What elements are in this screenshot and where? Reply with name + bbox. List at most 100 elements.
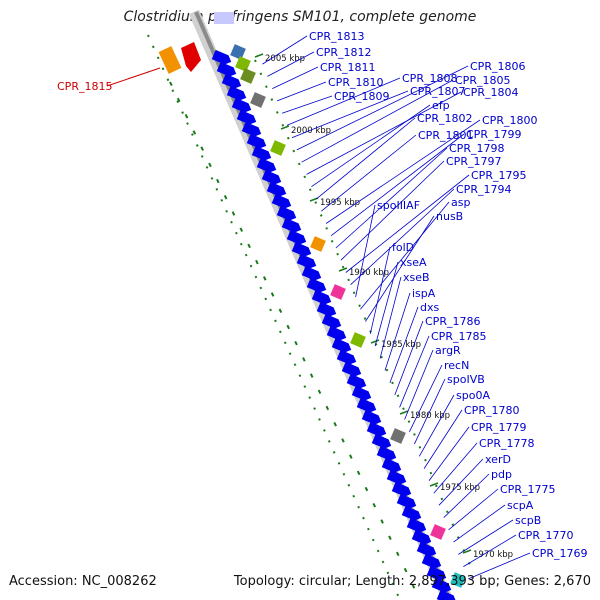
gene-feature: [426, 565, 447, 581]
gene-feature: [311, 289, 332, 305]
gene-label[interactable]: CPR_1769: [532, 547, 587, 560]
gene-label[interactable]: CPR_1800: [482, 114, 537, 127]
gene-feature: [421, 553, 442, 569]
gene-label[interactable]: spoIVB: [447, 373, 485, 386]
gene-label[interactable]: CPR_1801: [418, 129, 473, 142]
gene-feature: [236, 109, 257, 125]
gene-label[interactable]: CPR_1808: [402, 72, 457, 85]
gene-label[interactable]: argR: [435, 344, 461, 357]
gene-label[interactable]: CPR_1812: [316, 46, 371, 59]
gene-label[interactable]: CPR_1786: [425, 315, 480, 328]
gene-feature: [361, 409, 382, 425]
gene-feature: [266, 181, 287, 197]
gene-label[interactable]: CPR_1813: [309, 30, 364, 43]
gene-label[interactable]: CPR_1806: [470, 60, 525, 73]
kbp-tick: [462, 549, 472, 554]
gene-label[interactable]: CPR_1779: [471, 421, 526, 434]
gene-feature: [356, 397, 377, 413]
gene-label[interactable]: dxs: [420, 301, 439, 314]
gene-red-left: [181, 42, 201, 72]
gene-label-line: [448, 488, 499, 531]
gene-label-line: [384, 292, 411, 371]
gene-label[interactable]: asp: [451, 196, 470, 209]
gene-feature: [401, 505, 422, 521]
gene-label[interactable]: pdp: [491, 468, 512, 481]
gene-label[interactable]: spo0A: [456, 389, 490, 402]
left-genes[interactable]: [158, 12, 234, 74]
gene-feature: [256, 157, 277, 173]
kbp-tick: [399, 410, 409, 415]
gene-label-line: [369, 246, 391, 334]
gene-label-line: [394, 320, 424, 396]
gene-feature: [381, 457, 402, 473]
gene-label[interactable]: xseB: [403, 271, 430, 284]
gene-feature-colored: [235, 56, 251, 72]
gene-label[interactable]: CPR_1794: [456, 183, 511, 196]
gene-feature: [301, 265, 322, 281]
gene-label-cpr1815[interactable]: CPR_1815: [57, 80, 112, 93]
gene-feature: [336, 349, 357, 365]
genome-title: Clostridium perfringens SM101, complete …: [123, 9, 477, 25]
gene-feature: [436, 589, 457, 600]
gene-label[interactable]: folD: [392, 241, 414, 254]
gene-label-line: [438, 458, 484, 506]
gene-label[interactable]: CPR_1810: [328, 76, 383, 89]
gene-feature: [271, 193, 292, 209]
gene-label-line: [468, 552, 531, 580]
gene-feature: [371, 433, 392, 449]
gene-label[interactable]: CPR_1798: [449, 142, 504, 155]
gene-label-line: [291, 90, 409, 139]
gene-label[interactable]: CPR_1802: [417, 112, 472, 125]
gene-label-line: [281, 95, 333, 114]
gene-label-line: [463, 534, 517, 567]
gene-feature: [416, 541, 437, 557]
gene-label[interactable]: CPR_1809: [334, 90, 389, 103]
gene-label-line: [453, 504, 506, 543]
gene-feature: [231, 97, 252, 113]
gene-label[interactable]: scpA: [507, 499, 534, 512]
gene-label-line: [330, 133, 465, 237]
gene-label[interactable]: recN: [444, 359, 469, 372]
kbp-ticks: 2005 kbp 2000 kbp 1995 kbp 1990 kbp 1985 kbp…: [254, 53, 513, 560]
gene-label[interactable]: nusB: [436, 210, 463, 223]
kbp-tick: [280, 125, 290, 130]
gene-label[interactable]: CPR_1778: [479, 437, 534, 450]
gene-label-line: [389, 306, 419, 383]
gene-label[interactable]: scpB: [515, 514, 541, 527]
gene-feature-colored: [330, 284, 346, 300]
gene-labels[interactable]: CPR_1813 CPR_1812 CPR_1811 CPR_1810CPR_1809…: [262, 30, 587, 580]
gene-label-line: [325, 119, 481, 224]
gene-label[interactable]: CPR_1797: [446, 155, 501, 168]
gene-feature: [241, 121, 262, 137]
gene-label[interactable]: ispA: [412, 287, 436, 300]
gene-label[interactable]: xseA: [400, 256, 427, 269]
gene-label[interactable]: spoIIIAF: [377, 199, 420, 212]
gene-label[interactable]: CPR_1795: [471, 169, 526, 182]
gene-label-line: [267, 51, 315, 77]
gene-label[interactable]: CPR_1799: [466, 128, 521, 141]
gene-label-line: [433, 442, 478, 494]
gene-feature: [211, 49, 232, 65]
gene-label-line: [272, 66, 319, 89]
gene-label[interactable]: CPR_1805: [455, 74, 510, 87]
gene-label-line: [321, 134, 417, 212]
gene-feature: [281, 217, 302, 233]
gene-track[interactable]: [211, 44, 466, 600]
gene-label-line: [458, 519, 514, 555]
gene-feature: [346, 373, 367, 389]
gene-feature: [321, 313, 342, 329]
gene-label[interactable]: CPR_1804: [463, 86, 518, 99]
gene-label[interactable]: CPR_1780: [464, 404, 519, 417]
gene-label[interactable]: CPR_1770: [518, 529, 573, 542]
gene-label[interactable]: CPR_1811: [320, 61, 375, 74]
gene-feature-colored: [250, 92, 266, 108]
gene-label[interactable]: CPR_1785: [431, 330, 486, 343]
gene-label[interactable]: xerD: [485, 453, 511, 466]
gene-label[interactable]: CPR_1807: [410, 85, 465, 98]
gene-label[interactable]: efp: [432, 99, 450, 112]
gene-label[interactable]: CPR_1775: [500, 483, 555, 496]
kbp-tick: [338, 267, 348, 272]
gene-label-line: [409, 364, 443, 432]
gene-feature: [341, 361, 362, 377]
